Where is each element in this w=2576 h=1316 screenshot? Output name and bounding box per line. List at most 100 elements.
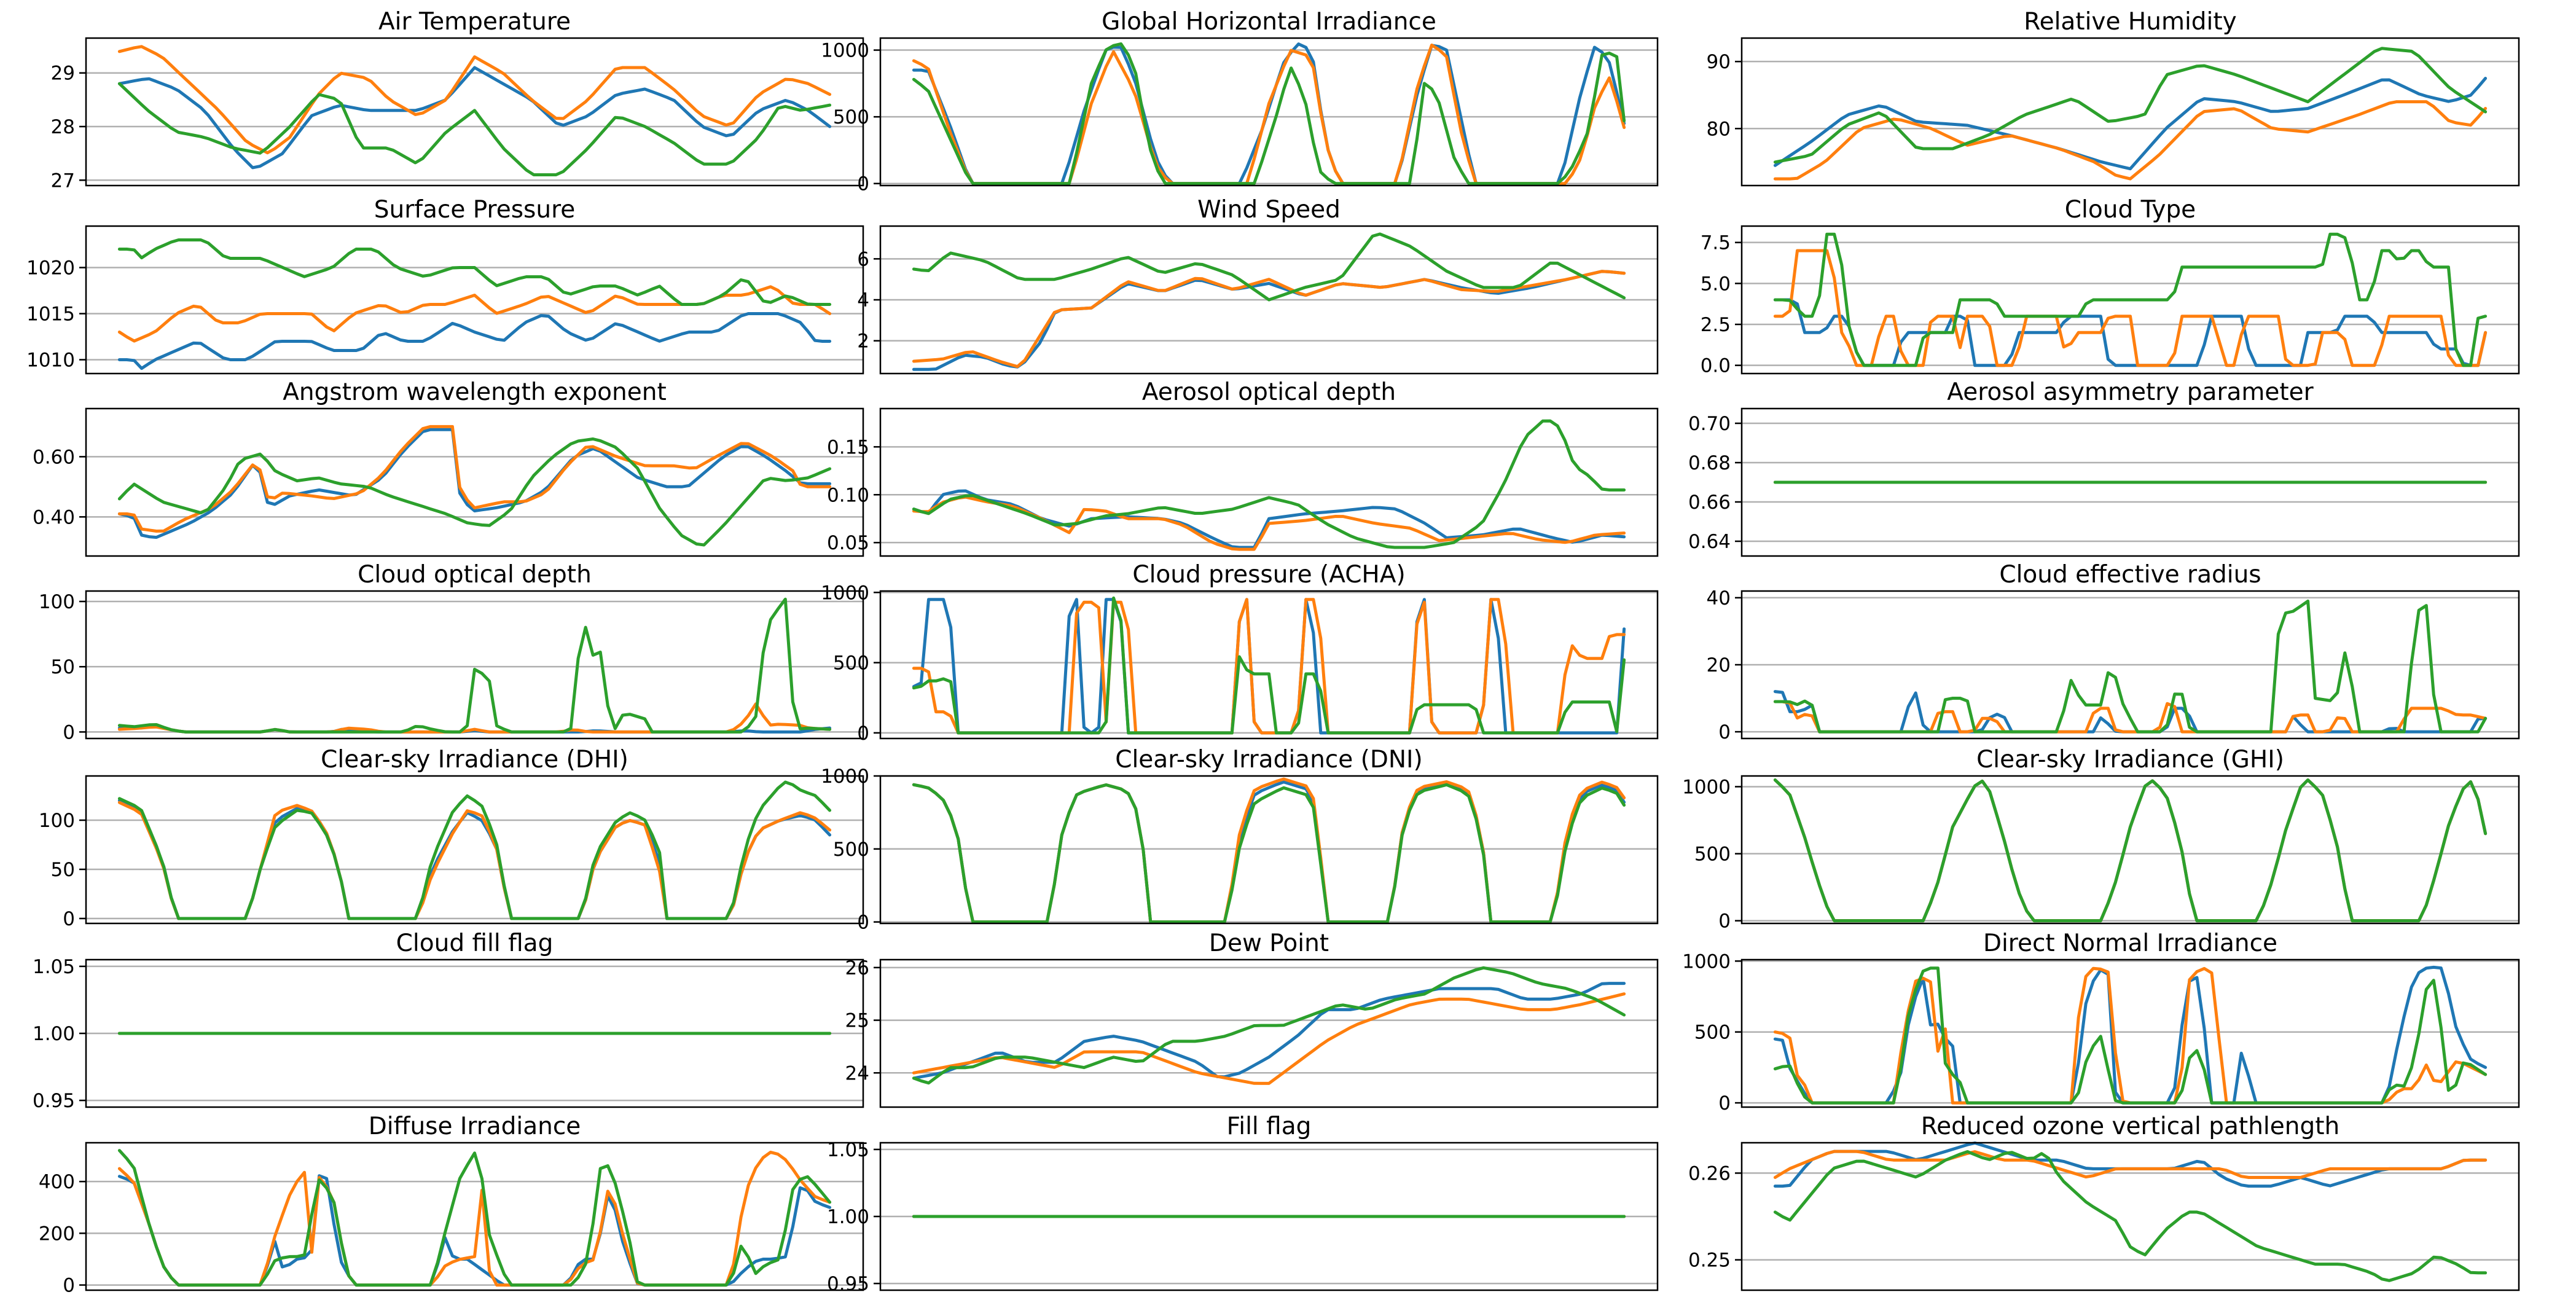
series-line-1 [1773, 77, 2488, 171]
y-tick-label: 100 [39, 810, 75, 832]
panel-cloud-optical-depth: 0 50 100 Cloud optical depth [39, 561, 864, 743]
panel-title: Aerosol asymmetry parameter [1947, 378, 2314, 406]
series-line-1 [117, 799, 832, 920]
y-tick-label: 1015 [26, 304, 75, 326]
series-line-3 [912, 783, 1626, 924]
y-tick-label: 0 [857, 723, 869, 745]
panel-title: Angstrom wavelength exponent [283, 378, 667, 406]
series-line-2 [912, 495, 1626, 551]
y-tick-label: 26 [845, 957, 869, 979]
y-tick-label: 20 [1707, 654, 1731, 676]
y-tick-label: 25 [845, 1010, 869, 1032]
panel-title: Clear-sky Irradiance (DNI) [1115, 746, 1423, 774]
y-tick-label: 100 [39, 591, 75, 613]
y-tick-label: 4 [857, 289, 869, 311]
y-tick-label: 5.0 [1701, 273, 1731, 295]
panel-title: Global Horizontal Irradiance [1102, 8, 1436, 36]
series-line-3 [912, 232, 1626, 302]
y-tick-label: 29 [51, 63, 75, 85]
y-tick-label: 0.0 [1701, 355, 1731, 377]
y-tick-label: 0 [1718, 721, 1731, 743]
y-tick-label: 1010 [26, 350, 75, 372]
panel-angstrom-wavelength-exponent: 0.40 0.60 Angstrom wavelength exponent [33, 378, 864, 557]
series-line-2 [117, 45, 832, 155]
panel-relative-humidity: 80 90 Relative Humidity [1707, 8, 2520, 187]
series-line-1 [1773, 965, 2488, 1105]
y-tick-label: 2 [857, 331, 869, 353]
series-line-3 [1773, 47, 2488, 164]
panel-cloud-pressure-acha: 0 500 1000 Cloud pressure (ACHA) [821, 561, 1659, 745]
plot-frame [1740, 407, 2520, 557]
panel-title: Diffuse Irradiance [369, 1113, 581, 1140]
panel-title: Direct Normal Irradiance [1983, 930, 2277, 957]
y-tick-label: 1000 [821, 766, 869, 788]
panel-direct-normal-irradiance: 0 500 1000 Direct Normal Irradiance [1682, 930, 2520, 1114]
panel-clear-sky-irradiance-dhi: 0 50 100 Clear-sky Irradiance (DHI) [39, 746, 864, 930]
panel-dew-point: 24 25 26 Dew Point [845, 930, 1659, 1108]
plot-frame [85, 407, 864, 557]
panel-title: Clear-sky Irradiance (GHI) [1976, 746, 2284, 774]
panel-title: Fill flag [1227, 1113, 1312, 1140]
series-line-3 [912, 419, 1626, 549]
series-line-3 [1773, 966, 2488, 1105]
y-tick-label: 27 [51, 170, 75, 192]
plot-frame [1740, 37, 2520, 187]
y-tick-label: 0 [1718, 1092, 1731, 1114]
series-line-2 [1773, 100, 2488, 181]
plot-frame [85, 775, 864, 925]
series-line-2 [912, 777, 1626, 924]
y-tick-label: 80 [1707, 118, 1731, 140]
plot-frame [1740, 225, 2520, 375]
panel-title: Wind Speed [1197, 196, 1341, 224]
series-line-3 [117, 437, 832, 547]
series-line-3 [1773, 599, 2488, 734]
plot-frame [85, 37, 864, 187]
plot-frame [879, 225, 1659, 375]
plot-frame [879, 958, 1659, 1108]
series-line-1 [912, 489, 1626, 549]
y-tick-label: 0.15 [827, 436, 869, 458]
series-line-3 [117, 1149, 832, 1287]
y-tick-label: 500 [1694, 1022, 1731, 1044]
y-tick-label: 2.5 [1701, 314, 1731, 336]
series-line-3 [912, 42, 1626, 186]
series-line-1 [117, 1174, 832, 1287]
y-tick-label: 1.00 [827, 1206, 869, 1228]
series-line-3 [1773, 1150, 2488, 1282]
plot-frame [85, 958, 864, 1108]
series-line-3 [1773, 232, 2488, 367]
y-tick-label: 1000 [1682, 950, 1731, 973]
plot-frame [85, 225, 864, 375]
series-line-1 [117, 66, 832, 170]
plot-frame [879, 1142, 1659, 1291]
series-line-1 [117, 428, 832, 539]
panel-global-horizontal-irradiance: 0 500 1000 Global Horizontal Irradiance [821, 8, 1659, 195]
series-line-2 [117, 702, 832, 734]
y-tick-label: 0.64 [1688, 531, 1731, 553]
y-tick-label: 500 [833, 106, 869, 128]
y-tick-label: 90 [1707, 51, 1731, 73]
series-line-2 [912, 598, 1626, 735]
series-line-2 [117, 425, 832, 533]
y-tick-label: 1.05 [827, 1139, 869, 1161]
series-line-2 [912, 270, 1626, 369]
panel-clear-sky-irradiance-ghi: 0 500 1000 Clear-sky Irradiance (GHI) [1682, 746, 2520, 933]
plot-frame [85, 1142, 864, 1291]
series-line-1 [912, 270, 1626, 371]
series-line-2 [912, 992, 1626, 1085]
panel-title: Air Temperature [378, 8, 571, 36]
series-line-1 [1773, 1141, 2488, 1188]
y-tick-label: 0 [857, 173, 869, 195]
plot-frame [879, 590, 1659, 740]
panel-diffuse-irradiance: 0 200 400 Diffuse Irradiance [39, 1113, 864, 1297]
y-tick-label: 0.95 [827, 1273, 869, 1295]
y-tick-label: 0 [1718, 911, 1731, 933]
panel-fill-flag: 0.95 1.00 1.05 Fill flag [827, 1113, 1659, 1295]
panel-cloud-fill-flag: 0.95 1.00 1.05 Cloud fill flag [33, 930, 864, 1112]
y-tick-label: 24 [845, 1062, 869, 1084]
y-tick-label: 1000 [1682, 776, 1731, 798]
panel-title: Cloud effective radius [1999, 561, 2261, 589]
plot-frame [1740, 958, 2520, 1108]
y-tick-label: 0.40 [33, 506, 75, 528]
panel-air-temperature: 27 28 29 Air Temperature [51, 8, 864, 192]
